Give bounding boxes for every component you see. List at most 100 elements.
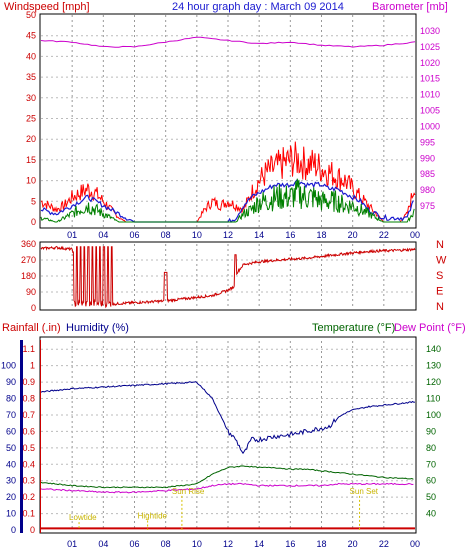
compass-letter: N	[436, 239, 444, 251]
wind-tick-label: 20	[26, 134, 36, 144]
barometer-axis-title: Barometer [mb]	[372, 1, 448, 13]
hour-tick-label: 10	[192, 230, 202, 240]
wind-tick-label: 40	[26, 51, 36, 61]
direction-tick-label: 180	[21, 271, 36, 281]
humidity-tick-label: 100	[1, 361, 16, 371]
compass-letter: S	[436, 270, 443, 282]
min-wind-line	[40, 178, 415, 223]
temperature-tick-label: 50	[426, 492, 436, 502]
annotation-label: Hightide	[138, 511, 168, 520]
humidity-title: Humidity (%)	[66, 322, 129, 334]
hour-tick-label: 18	[317, 539, 327, 549]
temperature-tick-label: 90	[426, 426, 436, 436]
wind-direction-line	[40, 245, 416, 309]
annotation-label: Sun Set	[350, 487, 379, 496]
temperature-tick-label: 70	[426, 459, 436, 469]
hour-tick-label: 16	[285, 539, 295, 549]
baro-tick-label: 1005	[420, 106, 440, 116]
compass-letter: E	[436, 286, 443, 298]
rain-axis-bar	[40, 340, 41, 533]
humidity-tick-label: 20	[6, 492, 16, 502]
temperature-tick-label: 130	[426, 361, 441, 371]
direction-tick-label: 90	[26, 287, 36, 297]
tick-layer: 0510152025303540455097598098599099510001…	[1, 10, 441, 549]
humidity-tick-label: 80	[6, 394, 16, 404]
hour-tick-label: 12	[223, 230, 233, 240]
hour-tick-label: 04	[98, 539, 108, 549]
compass-letter: W	[436, 255, 447, 267]
hour-tick-label: 20	[348, 230, 358, 240]
windspeed-axis-title: Windspeed [mph]	[4, 1, 90, 13]
hour-tick-label: 20	[348, 539, 358, 549]
baro-tick-label: 985	[420, 169, 435, 179]
hour-tick-label: 00	[410, 539, 420, 549]
humidity-tick-label: 30	[6, 476, 16, 486]
hour-tick-label: 22	[379, 230, 389, 240]
hour-tick-label: 10	[192, 539, 202, 549]
wind-tick-label: 30	[26, 93, 36, 103]
wind-tick-label: 10	[26, 176, 36, 186]
hour-tick-label: 06	[130, 230, 140, 240]
humidity-line	[40, 381, 416, 455]
hour-tick-label: 08	[161, 539, 171, 549]
baro-tick-label: 980	[420, 185, 435, 195]
rain-tick-label: 1.1	[22, 344, 35, 354]
rain-tick-label: 1	[30, 361, 35, 371]
temperature-tick-label: 100	[426, 410, 441, 420]
wind-tick-label: 5	[31, 196, 36, 206]
humidity-tick-label: 10	[6, 509, 16, 519]
chart-title: 24 hour graph day : March 09 2014	[172, 1, 344, 13]
wind-tick-label: 25	[26, 114, 36, 124]
dewpoint-line	[40, 482, 414, 494]
direction-tick-label: 270	[21, 255, 36, 265]
baro-tick-label: 1000	[420, 121, 440, 131]
hour-tick-label: 01	[67, 539, 77, 549]
baro-tick-label: 1020	[420, 58, 440, 68]
barometer-line	[40, 36, 416, 48]
weather-panel	[39, 336, 417, 534]
baro-tick-label: 990	[420, 153, 435, 163]
data-layer	[40, 36, 416, 530]
rain-tick-label: 0.2	[22, 492, 35, 502]
wind-tick-label: 50	[26, 10, 36, 20]
temperature-line	[40, 465, 414, 489]
humidity-axis-bar	[20, 340, 23, 533]
humidity-tick-label: 60	[6, 426, 16, 436]
temperature-tick-label: 80	[426, 443, 436, 453]
hour-tick-label: 04	[98, 230, 108, 240]
baro-tick-label: 1015	[420, 74, 440, 84]
baro-tick-label: 975	[420, 201, 435, 211]
temperature-tick-label: 120	[426, 377, 441, 387]
temperature-tick-label: 140	[426, 344, 441, 354]
wind-tick-label: 45	[26, 31, 36, 41]
direction-tick-label: 0	[31, 303, 36, 313]
humidity-tick-label: 0	[11, 525, 16, 535]
humidity-tick-label: 50	[6, 443, 16, 453]
hour-tick-label: 14	[254, 230, 264, 240]
humidity-tick-label: 90	[6, 377, 16, 387]
hour-tick-label: 18	[317, 230, 327, 240]
rain-tick-label: 0.6	[22, 426, 35, 436]
hour-tick-label: 14	[254, 539, 264, 549]
baro-tick-label: 1025	[420, 42, 440, 52]
baro-tick-label: 1010	[420, 90, 440, 100]
rain-tick-label: 0	[30, 525, 35, 535]
gust-line	[40, 141, 416, 223]
hour-tick-label: 06	[130, 539, 140, 549]
rain-tick-label: 0.8	[22, 394, 35, 404]
temperature-tick-label: 110	[426, 394, 440, 404]
direction-tick-label: 360	[21, 239, 36, 249]
compass-letter: N	[436, 301, 444, 313]
rain-tick-label: 0.4	[22, 459, 35, 469]
annotation-label: Lowtide	[69, 513, 97, 522]
rain-tick-label: 0.9	[22, 377, 35, 387]
hour-tick-label: 00	[410, 230, 420, 240]
temperature-title: Temperature (°F)	[312, 322, 395, 334]
dewpoint-title: Dew Point (°F)	[394, 322, 466, 334]
hour-tick-label: 16	[285, 230, 295, 240]
rain-tick-label: 0.5	[22, 443, 35, 453]
temperature-tick-label: 40	[426, 509, 436, 519]
wind-tick-label: 15	[26, 155, 36, 165]
